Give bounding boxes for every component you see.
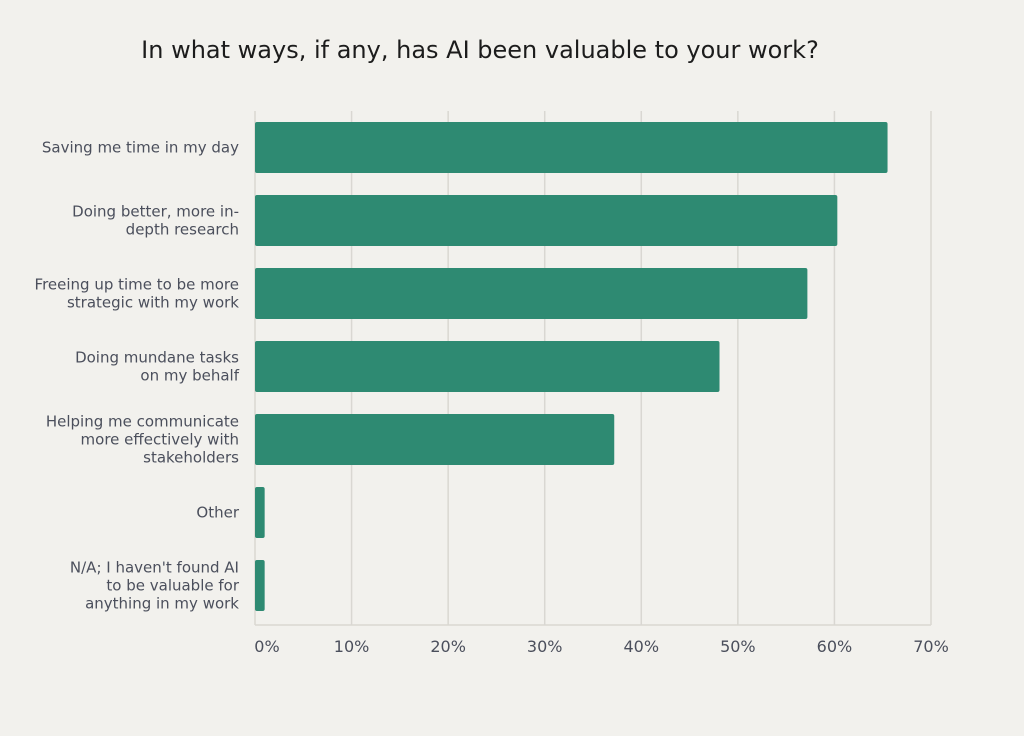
x-tick-label: 0% bbox=[254, 637, 279, 656]
category-label: stakeholders bbox=[143, 449, 239, 467]
category-label: more effectively with bbox=[81, 431, 239, 449]
category-label: Doing better, more in- bbox=[72, 203, 239, 221]
category-label: on my behalf bbox=[140, 367, 239, 385]
bar bbox=[255, 341, 720, 392]
bar bbox=[255, 268, 808, 319]
category-labels: Saving me time in my day Doing better, mo… bbox=[35, 139, 240, 613]
bar bbox=[255, 560, 265, 611]
category-label: Other bbox=[196, 504, 239, 522]
x-tick-label: 40% bbox=[624, 637, 660, 656]
category-label: to be valuable for bbox=[106, 577, 239, 595]
x-tick-label: 60% bbox=[817, 637, 853, 656]
category-label: N/A; I haven't found AI bbox=[70, 559, 239, 577]
category-label: Doing mundane tasks bbox=[75, 349, 239, 367]
bar bbox=[255, 122, 888, 173]
bars bbox=[255, 122, 888, 611]
bar bbox=[255, 487, 265, 538]
x-tick-label: 10% bbox=[334, 637, 370, 656]
x-tick-label: 50% bbox=[720, 637, 756, 656]
category-label: strategic with my work bbox=[67, 294, 239, 312]
category-label: Helping me communicate bbox=[46, 413, 239, 431]
category-label: Freeing up time to be more bbox=[35, 276, 239, 294]
bar bbox=[255, 195, 838, 246]
tick-labels: 0% 10% 20% 30% 40% 50% 60% 70% bbox=[254, 637, 948, 656]
bar bbox=[255, 414, 615, 465]
x-tick-label: 70% bbox=[913, 637, 949, 656]
category-label: Saving me time in my day bbox=[42, 139, 239, 157]
category-label: anything in my work bbox=[85, 595, 239, 613]
chart-title: In what ways, if any, has AI been valuab… bbox=[141, 36, 819, 64]
x-tick-label: 30% bbox=[527, 637, 563, 656]
x-tick-label: 20% bbox=[430, 637, 466, 656]
category-label: depth research bbox=[126, 221, 239, 239]
